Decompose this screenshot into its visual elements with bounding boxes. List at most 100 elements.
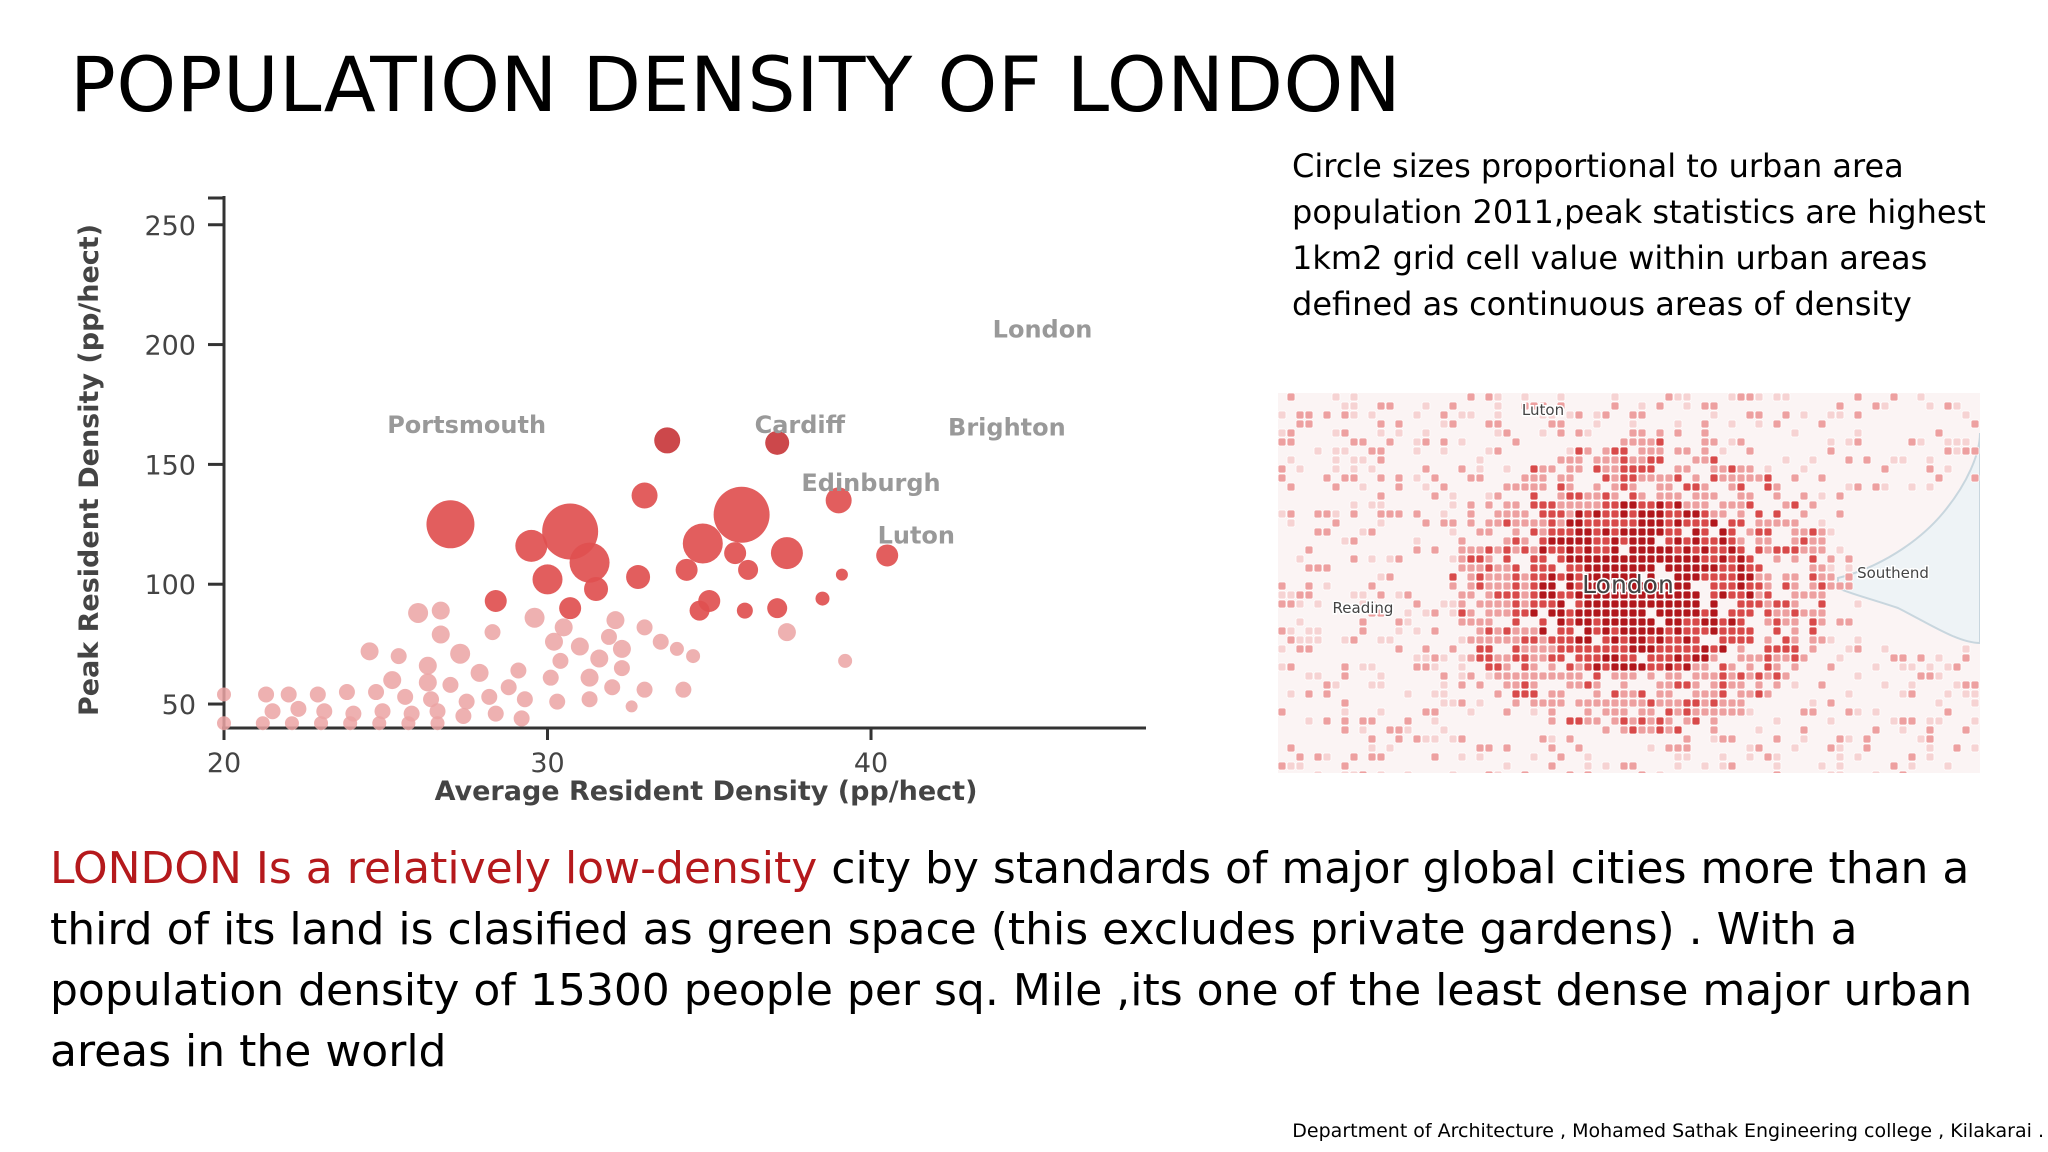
density-cell xyxy=(1349,590,1359,600)
density-cell xyxy=(1475,617,1485,627)
density-cell xyxy=(1484,617,1494,627)
density-cell xyxy=(1970,689,1980,699)
density-cell xyxy=(1376,419,1386,429)
density-cell xyxy=(1565,518,1575,528)
density-cell xyxy=(1529,707,1539,717)
density-cell xyxy=(1916,653,1926,663)
density-cell xyxy=(1304,716,1314,726)
density-cell xyxy=(1655,689,1665,699)
density-cell xyxy=(1511,671,1521,681)
density-cell xyxy=(1601,662,1611,672)
density-cell xyxy=(1835,752,1845,762)
density-cell xyxy=(1970,446,1980,456)
density-cell xyxy=(1709,464,1719,474)
density-cell xyxy=(1718,545,1728,555)
density-cell xyxy=(1772,554,1782,564)
density-cell xyxy=(1664,662,1674,672)
density-cell xyxy=(1421,518,1431,528)
density-cell xyxy=(1520,518,1530,528)
density-cell xyxy=(1475,554,1485,564)
density-cell xyxy=(1565,608,1575,618)
density-cell xyxy=(1484,518,1494,528)
density-cell xyxy=(1278,599,1287,609)
density-cell xyxy=(1844,707,1854,717)
density-cell xyxy=(1682,626,1692,636)
density-cell xyxy=(1889,653,1899,663)
density-cell xyxy=(1619,716,1629,726)
density-cell xyxy=(1808,698,1818,708)
density-cell xyxy=(1529,554,1539,564)
data-point xyxy=(217,716,231,731)
density-cell xyxy=(1556,393,1566,402)
density-cell xyxy=(1664,554,1674,564)
density-cell xyxy=(1466,509,1476,519)
density-cell xyxy=(1781,599,1791,609)
density-cell xyxy=(1790,662,1800,672)
density-cell xyxy=(1772,599,1782,609)
density-cell xyxy=(1655,599,1665,609)
density-cell xyxy=(1322,716,1332,726)
density-cell xyxy=(1313,752,1323,762)
density-cell xyxy=(1907,761,1917,771)
density-cell xyxy=(1709,653,1719,663)
density-cell xyxy=(1502,671,1512,681)
density-cell xyxy=(1493,545,1503,555)
x-tick-label: 20 xyxy=(207,748,241,779)
density-cell xyxy=(1538,599,1548,609)
density-cell xyxy=(1556,554,1566,564)
density-cell xyxy=(1583,626,1593,636)
density-cell xyxy=(1745,653,1755,663)
density-cell xyxy=(1295,410,1305,420)
density-cell xyxy=(1637,455,1647,465)
density-cell xyxy=(1916,437,1926,447)
density-cell xyxy=(1583,698,1593,708)
density-cell xyxy=(1511,545,1521,555)
density-cell xyxy=(1520,608,1530,618)
density-cell xyxy=(1682,644,1692,654)
density-cell xyxy=(1673,743,1683,753)
density-cell xyxy=(1367,446,1377,456)
density-cell xyxy=(1754,653,1764,663)
density-cell xyxy=(1700,419,1710,429)
density-cell xyxy=(1700,761,1710,771)
density-cell xyxy=(1808,500,1818,510)
density-cell xyxy=(1385,635,1395,645)
density-cell xyxy=(1718,635,1728,645)
density-cell xyxy=(1592,626,1602,636)
density-cell xyxy=(1565,581,1575,591)
density-cell xyxy=(1394,734,1404,744)
density-cell xyxy=(1430,491,1440,501)
density-cell xyxy=(1394,554,1404,564)
density-cell xyxy=(1745,446,1755,456)
density-cell xyxy=(1556,590,1566,600)
density-cell xyxy=(1727,545,1737,555)
density-cell xyxy=(1646,743,1656,753)
density-cell xyxy=(1970,743,1980,753)
density-cell xyxy=(1772,752,1782,762)
density-cell xyxy=(1799,410,1809,420)
density-cell xyxy=(1376,572,1386,582)
density-cell xyxy=(1826,527,1836,537)
density-cell xyxy=(1727,761,1737,771)
density-cell xyxy=(1646,635,1656,645)
density-cell xyxy=(1376,428,1386,438)
density-cell xyxy=(1466,707,1476,717)
density-cell xyxy=(1430,626,1440,636)
data-point xyxy=(314,716,329,731)
density-cell xyxy=(1574,410,1584,420)
density-cell xyxy=(1331,455,1341,465)
body-paragraph: LONDON Is a relatively low-density city … xyxy=(50,838,2030,1082)
density-cell xyxy=(1718,671,1728,681)
density-cell xyxy=(1538,545,1548,555)
density-cell xyxy=(1673,635,1683,645)
density-cell xyxy=(1691,662,1701,672)
density-cell xyxy=(1754,581,1764,591)
density-cell xyxy=(1286,518,1296,528)
density-cell xyxy=(1556,491,1566,501)
density-cell xyxy=(1448,401,1458,411)
x-axis-ticks: 20 30 40 xyxy=(207,728,888,779)
density-cell xyxy=(1385,743,1395,753)
density-cell xyxy=(1448,770,1458,773)
density-cell xyxy=(1286,482,1296,492)
data-point xyxy=(390,648,407,665)
